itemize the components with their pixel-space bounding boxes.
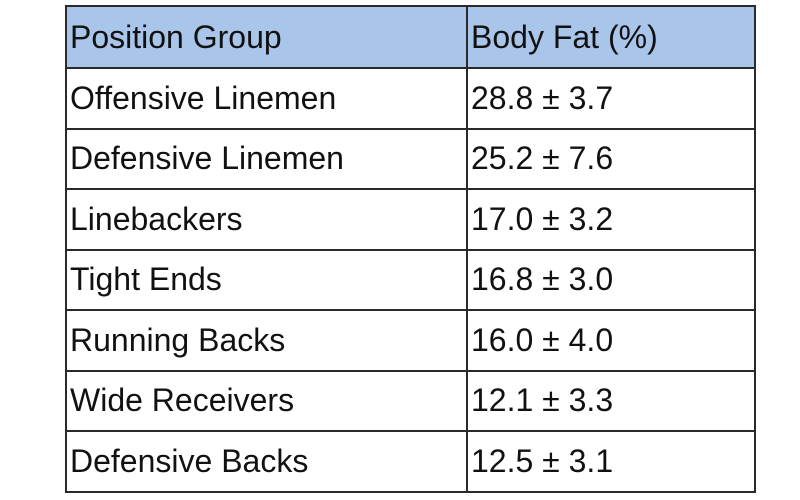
- position-cell: Defensive Linemen: [65, 127, 468, 190]
- header-cell: Position Group: [65, 5, 468, 69]
- body-fat-cell: 16.8 ± 3.0: [466, 248, 756, 311]
- table-body: Offensive Linemen 28.8 ± 3.7 Defensive Lin…: [65, 67, 756, 493]
- table-row: Defensive Linemen 25.2 ± 7.6: [65, 127, 756, 190]
- position-cell: Wide Receivers: [65, 369, 468, 432]
- position-cell: Running Backs: [65, 309, 468, 372]
- body-fat-cell: 12.1 ± 3.3: [466, 369, 756, 432]
- table-row: Offensive Linemen 28.8 ± 3.7: [65, 67, 756, 130]
- position-cell: Tight Ends: [65, 248, 468, 311]
- body-fat-cell: 12.5 ± 3.1: [466, 430, 756, 493]
- body-fat-cell: 16.0 ± 4.0: [466, 309, 756, 372]
- table-row: Wide Receivers 12.1 ± 3.3: [65, 369, 756, 432]
- table-row: Running Backs 16.0 ± 4.0: [65, 309, 756, 372]
- body-fat-cell: 28.8 ± 3.7: [466, 67, 756, 130]
- position-cell: Offensive Linemen: [65, 67, 468, 130]
- body-fat-cell: 25.2 ± 7.6: [466, 127, 756, 190]
- header-cell: Body Fat (%): [466, 5, 756, 69]
- position-cell: Defensive Backs: [65, 430, 468, 493]
- table-row: Linebackers 17.0 ± 3.2: [65, 188, 756, 251]
- table-row: Defensive Backs 12.5 ± 3.1: [65, 430, 756, 493]
- body-fat-cell: 17.0 ± 3.2: [466, 188, 756, 251]
- table-header: Position Group Body Fat (%): [65, 5, 756, 69]
- data-table: Position Group Body Fat (%) Offensive Li…: [65, 5, 756, 493]
- position-cell: Linebackers: [65, 188, 468, 251]
- header-row: Position Group Body Fat (%): [65, 5, 756, 69]
- table-row: Tight Ends 16.8 ± 3.0: [65, 248, 756, 311]
